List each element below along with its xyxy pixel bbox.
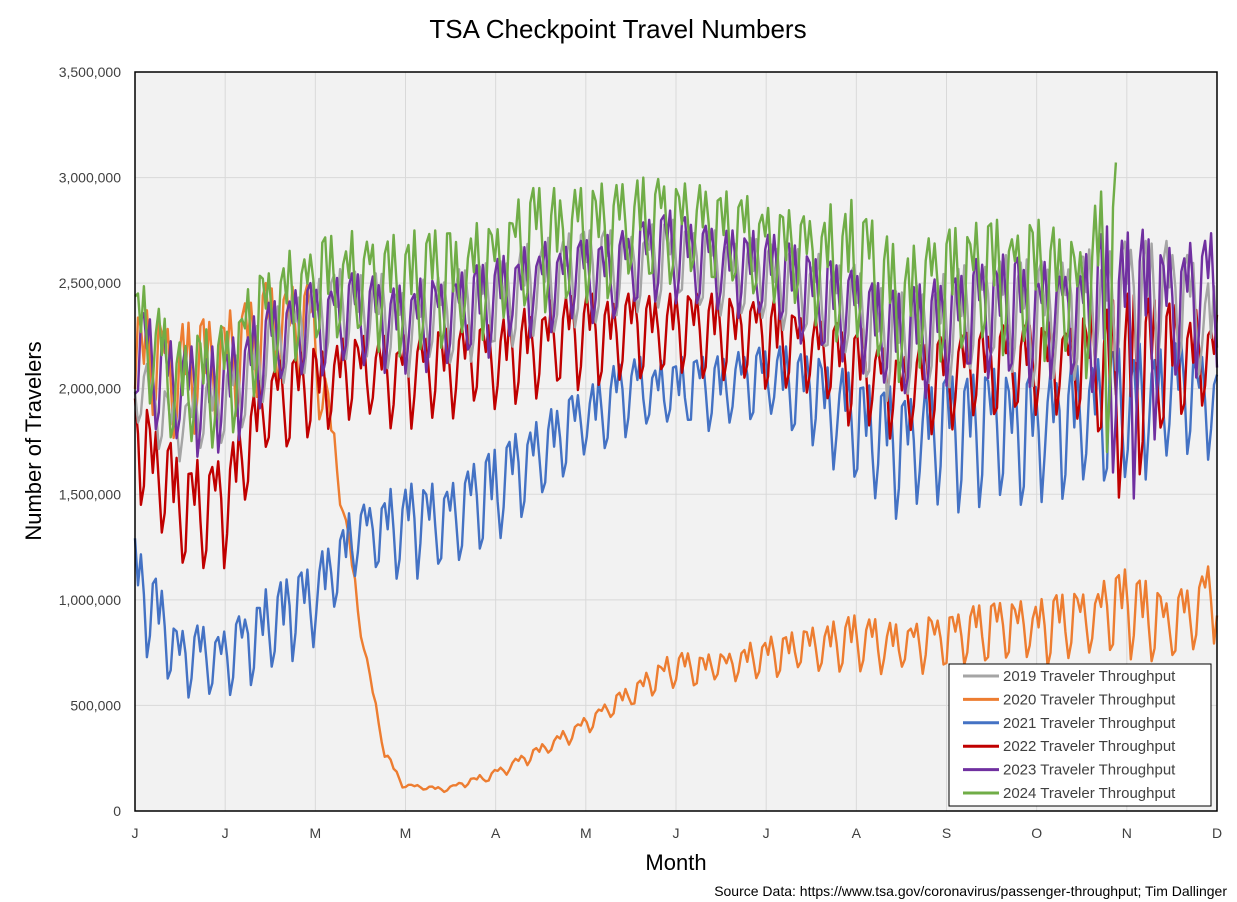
- x-tick-label: M: [580, 825, 592, 841]
- x-tick-label: J: [132, 825, 139, 841]
- y-tick-label: 500,000: [70, 697, 121, 713]
- legend-label: 2021 Traveler Throughput: [1003, 715, 1176, 732]
- legend: 2019 Traveler Throughput 2020 Traveler Th…: [948, 663, 1212, 807]
- y-tick-label: 3,500,000: [59, 64, 121, 80]
- y-tick-label: 2,500,000: [59, 275, 121, 291]
- legend-label: 2020 Traveler Throughput: [1003, 691, 1176, 708]
- x-tick-label: O: [1031, 825, 1042, 841]
- legend-label: 2019 Traveler Throughput: [1003, 668, 1176, 685]
- y-tick-label: 0: [113, 803, 121, 819]
- legend-label: 2023 Traveler Throughput: [1003, 762, 1176, 779]
- y-axis-title: Number of Travelers: [21, 341, 46, 540]
- y-axis-tick-labels: 0 500,000 1,000,000 1,500,000 2,000,000 2,500…: [59, 64, 122, 819]
- x-axis-title: Month: [645, 850, 706, 875]
- x-tick-label: M: [400, 825, 412, 841]
- y-tick-label: 1,000,000: [59, 592, 121, 608]
- legend-label: 2022 Traveler Throughput: [1003, 738, 1176, 755]
- series-line: [134, 162, 1118, 454]
- legend-label: 2024 Traveler Throughput: [1003, 785, 1176, 802]
- x-tick-label: A: [491, 825, 501, 841]
- x-tick-label: A: [852, 825, 862, 841]
- y-tick-label: 1,500,000: [59, 486, 121, 502]
- x-tick-label: D: [1212, 825, 1222, 841]
- x-tick-label: S: [942, 825, 951, 841]
- x-tick-label: J: [222, 825, 229, 841]
- x-tick-label: J: [673, 825, 680, 841]
- series-lines: [133, 162, 1219, 794]
- x-tick-label: J: [763, 825, 770, 841]
- y-tick-label: 2,000,000: [59, 381, 121, 397]
- legend-box: [948, 663, 1212, 807]
- source-note: Source Data: https://www.tsa.gov/coronav…: [714, 883, 1227, 899]
- y-tick-label: 3,000,000: [59, 170, 121, 186]
- chart-title: TSA Checkpoint Travel Numbers: [429, 14, 806, 44]
- series-line: [133, 281, 1219, 794]
- plot-border: [134, 71, 1218, 812]
- x-tick-label: N: [1122, 825, 1132, 841]
- x-tick-label: M: [309, 825, 321, 841]
